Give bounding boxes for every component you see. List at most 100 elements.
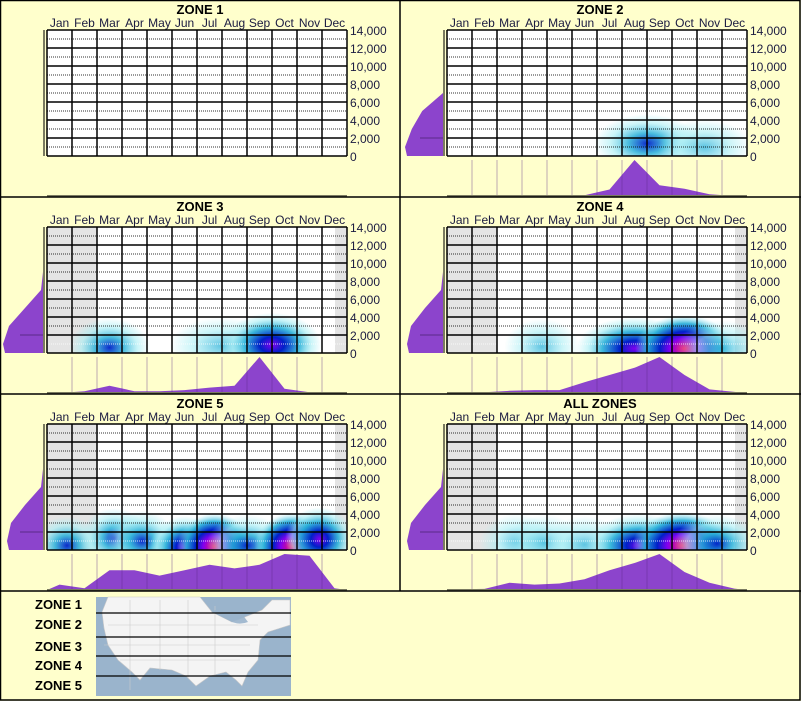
chart-title: ZONE 1 <box>177 2 224 17</box>
month-label: Mar <box>499 410 520 424</box>
month-label: Aug <box>624 16 645 30</box>
month-label: Jun <box>175 16 194 30</box>
elevation-distribution <box>7 415 43 550</box>
y-tick-label: 4,000 <box>350 114 380 128</box>
y-tick-label: 12,000 <box>350 239 387 253</box>
chart-title: ZONE 4 <box>577 199 625 214</box>
y-tick-label: 0 <box>750 150 757 164</box>
month-label: Apr <box>125 16 144 30</box>
month-label: Apr <box>125 410 144 424</box>
y-tick-label: 6,000 <box>350 490 380 504</box>
y-tick-label: 8,000 <box>750 78 780 92</box>
month-label: May <box>148 410 171 424</box>
month-label: Dec <box>724 410 745 424</box>
heatmap-layer <box>69 312 322 353</box>
chart-panel-2: ZONE 2 Jan Feb Mar Apr May Jun Jul Aug Sep Oct Nov D… <box>405 2 787 197</box>
month-label: Nov <box>299 213 320 227</box>
month-label: Aug <box>224 213 245 227</box>
elevation-distribution <box>3 218 43 353</box>
y-tick-label: 2,000 <box>750 526 780 540</box>
month-label: Oct <box>675 213 694 227</box>
month-label: Sep <box>649 410 671 424</box>
month-label: Jan <box>50 16 69 30</box>
y-tick-label: 8,000 <box>350 78 380 92</box>
y-tick-label: 10,000 <box>350 60 387 74</box>
month-label: Nov <box>299 410 320 424</box>
month-label: Feb <box>74 213 95 227</box>
y-tick-label: 6,000 <box>350 96 380 110</box>
month-label: Feb <box>474 410 495 424</box>
month-label: Mar <box>499 213 520 227</box>
y-tick-label: 14,000 <box>350 418 387 432</box>
month-label: Oct <box>275 16 294 30</box>
y-tick-label: 2,000 <box>350 329 380 343</box>
month-label: Dec <box>724 213 745 227</box>
month-label: Dec <box>324 213 345 227</box>
chart-panel-3: ZONE 3 Jan Feb Mar Apr May Jun Jul Aug Sep Oct Nov D… <box>3 199 387 394</box>
month-label: Jul <box>202 16 217 30</box>
month-label: Dec <box>324 410 345 424</box>
month-label: Oct <box>675 410 694 424</box>
month-label: Jun <box>575 16 594 30</box>
elevation-distribution <box>407 415 443 550</box>
month-label: Oct <box>675 16 694 30</box>
month-label: Apr <box>525 213 544 227</box>
chart-panel-6: ALL ZONES Jan Feb Mar Apr May Jun Jul Aug Sep Oct N… <box>407 396 787 591</box>
y-tick-label: 8,000 <box>350 275 380 289</box>
y-tick-label: 0 <box>350 544 357 558</box>
y-tick-label: 4,000 <box>350 508 380 522</box>
y-tick-label: 2,000 <box>350 526 380 540</box>
y-tick-label: 6,000 <box>750 490 780 504</box>
month-label: Oct <box>275 410 294 424</box>
month-label: Jun <box>575 410 594 424</box>
month-label: Jan <box>50 213 69 227</box>
month-label: May <box>148 213 171 227</box>
month-label: Jul <box>602 410 617 424</box>
chart-title: ZONE 3 <box>177 199 224 214</box>
month-label: Aug <box>624 213 645 227</box>
month-label: Mar <box>99 16 120 30</box>
month-label: Feb <box>74 16 95 30</box>
month-label: Mar <box>99 410 120 424</box>
y-tick-label: 4,000 <box>750 311 780 325</box>
y-tick-label: 12,000 <box>750 42 787 56</box>
month-label: Mar <box>99 213 120 227</box>
month-label: Sep <box>249 213 271 227</box>
month-label: Feb <box>474 16 495 30</box>
y-tick-label: 14,000 <box>350 221 387 235</box>
month-label: Apr <box>525 16 544 30</box>
y-tick-label: 6,000 <box>350 293 380 307</box>
month-label: Mar <box>499 16 520 30</box>
chart-title: ZONE 5 <box>177 396 224 411</box>
month-label: Jul <box>602 213 617 227</box>
month-label: May <box>548 410 571 424</box>
y-tick-label: 6,000 <box>750 96 780 110</box>
month-label: Apr <box>125 213 144 227</box>
month-label: Aug <box>224 410 245 424</box>
legend-zone-3: ZONE 3 <box>35 639 82 654</box>
month-label: Jul <box>602 16 617 30</box>
month-label: Feb <box>74 410 95 424</box>
y-tick-label: 14,000 <box>750 24 787 38</box>
y-tick-label: 10,000 <box>350 454 387 468</box>
y-tick-label: 4,000 <box>750 508 780 522</box>
month-label: Nov <box>699 410 720 424</box>
month-label: May <box>148 16 171 30</box>
y-tick-label: 14,000 <box>350 24 387 38</box>
y-tick-label: 14,000 <box>750 221 787 235</box>
y-tick-label: 4,000 <box>750 114 780 128</box>
y-tick-label: 12,000 <box>750 436 787 450</box>
y-tick-label: 0 <box>750 347 757 361</box>
month-label: Sep <box>649 16 671 30</box>
month-label: Sep <box>649 213 671 227</box>
y-tick-label: 12,000 <box>350 436 387 450</box>
month-label: Jan <box>450 16 469 30</box>
chart-panel-5: ZONE 5 Jan Feb Mar Apr May Jun Jul Aug Sep Oct Nov D… <box>7 396 387 591</box>
month-label: Jun <box>175 213 194 227</box>
y-tick-label: 4,000 <box>350 311 380 325</box>
month-label: Jan <box>450 410 469 424</box>
month-label: Jul <box>202 213 217 227</box>
y-tick-label: 0 <box>350 347 357 361</box>
